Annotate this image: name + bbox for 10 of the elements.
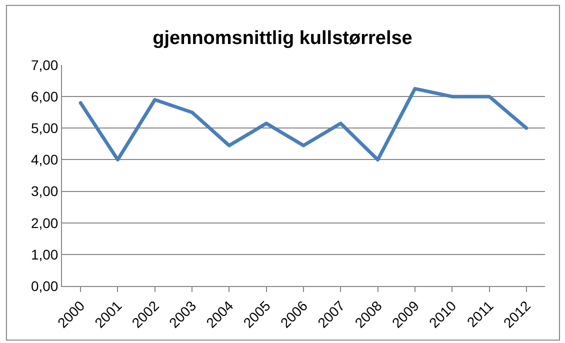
y-tick-label: 6,00 bbox=[30, 88, 58, 104]
chart-title: gjennomsnittlig kullstørrelse bbox=[152, 28, 412, 50]
y-tick-label: 2,00 bbox=[30, 214, 58, 231]
y-tick-label: 3,00 bbox=[30, 183, 58, 200]
y-tick-label: 0,00 bbox=[30, 278, 58, 294]
y-tick-label: 7,00 bbox=[30, 56, 58, 73]
y-tick-label: 4,00 bbox=[30, 152, 58, 168]
y-tick-label: 1,00 bbox=[30, 246, 58, 262]
y-tick-label: 5,00 bbox=[30, 120, 58, 136]
line-series bbox=[78, 86, 528, 162]
